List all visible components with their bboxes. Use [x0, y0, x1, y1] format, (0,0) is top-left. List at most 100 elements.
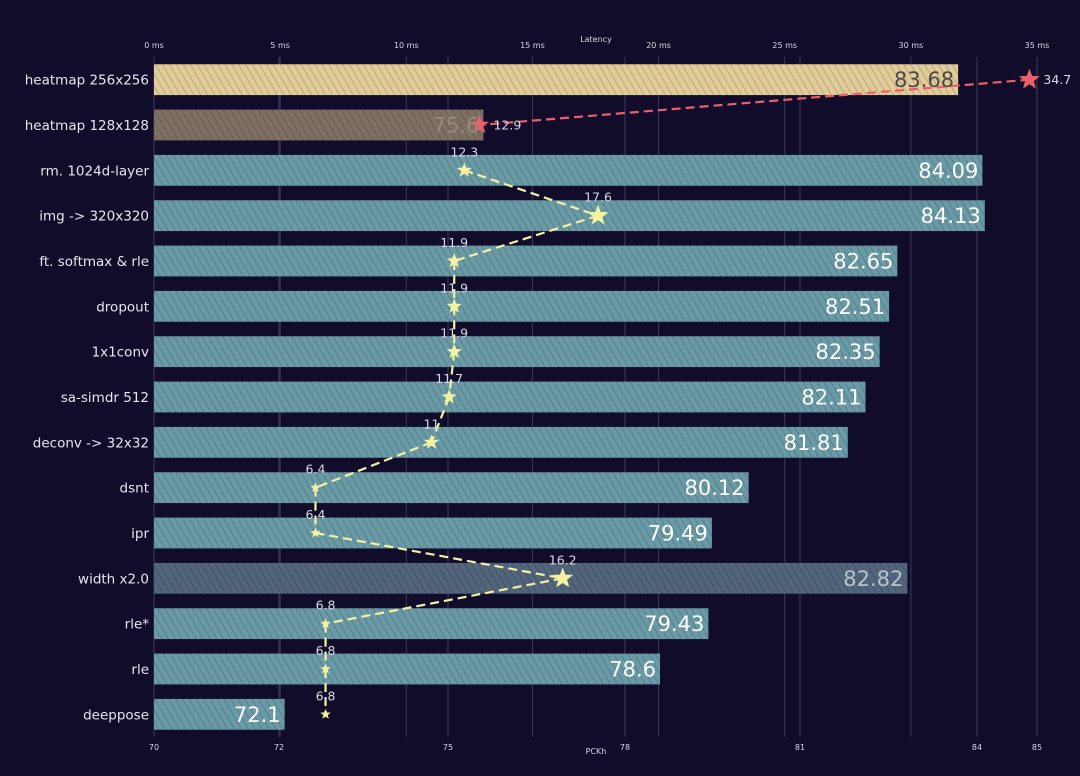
category-label: heatmap 256x256: [25, 73, 149, 89]
latency-value-label: 34.7: [1043, 72, 1071, 87]
latency-marker: [310, 482, 321, 493]
x2-tick-label: 0 ms: [144, 41, 164, 50]
latency-value-label: 11: [424, 416, 440, 431]
latency-value-label: 6.8: [316, 598, 336, 613]
latency-value-label: 16.2: [549, 552, 577, 567]
bar-value-label: 82.51: [825, 295, 885, 319]
bar-value-label: 79.43: [644, 612, 704, 636]
bar-hatch: [154, 154, 983, 186]
latency-marker: [469, 115, 489, 134]
latency-marker: [446, 298, 462, 313]
category-label: deeppose: [83, 707, 149, 723]
x2-tick-label: 10 ms: [394, 41, 419, 50]
latency-marker: [320, 663, 331, 674]
latency-marker: [587, 204, 609, 225]
labels-layer: 70 72 75 78 81 84 85 0 ms 5 ms 10 ms 15 ms 20 ms 25 …: [25, 41, 1072, 752]
category-label: rm. 1024d-layer: [40, 163, 149, 179]
bar-hatch: [154, 562, 908, 594]
latency-value-label: 11.7: [435, 371, 463, 386]
x2-tick-label: 20 ms: [646, 41, 671, 50]
x-tick-label: 84: [972, 743, 982, 752]
bar-hatch: [154, 64, 959, 96]
bar-value-label: 82.65: [833, 250, 893, 274]
latency-value-label: 6.8: [316, 643, 336, 658]
lines-layer: [314, 78, 1030, 715]
bar-value-label: 84.09: [918, 159, 978, 183]
bar-hatch: [154, 290, 890, 322]
category-label: ipr: [131, 526, 149, 542]
category-label: dsnt: [120, 481, 149, 497]
latency-marker: [446, 343, 462, 359]
x2-tick-label: 25 ms: [772, 41, 797, 50]
latency-value-label: 6.8: [316, 688, 336, 703]
latency-line-segment: [325, 577, 563, 625]
category-label: heatmap 128x128: [25, 118, 149, 134]
category-label: rle*: [125, 617, 150, 633]
latency-line-segment: [315, 441, 432, 489]
bar-hatch: [154, 200, 985, 232]
latency-line-segment: [463, 169, 599, 217]
latency-line-segment: [430, 396, 451, 443]
x-tick-label: 81: [795, 743, 805, 752]
bar-hatch: [154, 381, 866, 413]
category-label: img -> 320x320: [39, 209, 149, 225]
bar-hatch: [154, 336, 880, 368]
latency-line-segment: [448, 351, 456, 398]
category-label: 1x1conv: [92, 345, 149, 361]
category-label: ft. softmax & rle: [39, 254, 149, 270]
category-label: width x2.0: [78, 571, 149, 587]
x2-tick-label: 15 ms: [520, 41, 545, 50]
latency-value-label: 6.4: [306, 462, 326, 477]
x-tick-label: 75: [443, 743, 453, 752]
x2-tick-label: 5 ms: [270, 41, 290, 50]
latency-marker: [320, 708, 331, 719]
category-label: rle: [131, 662, 149, 678]
x2-axis-title: Latency: [580, 35, 612, 44]
bar-hatch: [154, 109, 484, 141]
x2-tick-label: 30 ms: [899, 41, 924, 50]
bar-value-label: 81.81: [784, 431, 844, 455]
latency-line-segment: [479, 78, 1030, 127]
category-label: deconv -> 32x32: [33, 435, 149, 451]
bar-value-label: 75.6: [433, 114, 480, 138]
bar-value-label: 80.12: [685, 476, 745, 500]
x2-tick-label: 35 ms: [1025, 41, 1050, 50]
x-tick-label: 70: [149, 743, 159, 752]
x-tick-label: 72: [274, 743, 284, 752]
bar-hatch: [154, 472, 749, 504]
markers-layer: [310, 68, 1040, 719]
bar-hatch: [154, 426, 848, 458]
bar-hatch: [154, 653, 660, 685]
bar-hatch: [154, 517, 712, 549]
latency-value-label: 11.9: [440, 280, 468, 295]
bars-layer: [154, 64, 985, 730]
bar-value-label: 79.49: [648, 522, 708, 546]
latency-value-label: 12.3: [450, 144, 478, 159]
latency-value-label: 17.6: [584, 190, 612, 205]
category-label: sa-simdr 512: [61, 390, 149, 406]
bar-hatch: [154, 698, 285, 730]
bar-value-label: 83.68: [894, 68, 954, 92]
latency-marker: [441, 389, 457, 404]
latency-marker: [1018, 68, 1040, 89]
latency-marker: [310, 527, 321, 538]
bar-hatch: [154, 245, 898, 277]
latency-marker: [320, 618, 331, 629]
latency-value-label: 12.9: [493, 118, 521, 133]
category-label: dropout: [96, 299, 149, 315]
latency-value-label: 11.9: [440, 326, 468, 341]
bar-value-label: 72.1: [234, 703, 281, 727]
bar-value-label: 78.6: [609, 658, 656, 682]
bar-hatch: [154, 608, 709, 640]
latency-value-label: 6.4: [306, 507, 326, 522]
bar-value-label: 82.11: [801, 386, 861, 410]
x-axis-title: PCKh: [586, 747, 607, 756]
x-tick-label: 85: [1032, 743, 1042, 752]
bar-value-label: 82.82: [843, 567, 903, 591]
bar-value-label: 84.13: [921, 204, 981, 228]
latency-marker: [446, 253, 462, 268]
bar-value-label: 82.35: [816, 340, 876, 364]
latency-marker: [456, 162, 472, 177]
latency-line-segment: [453, 214, 599, 263]
